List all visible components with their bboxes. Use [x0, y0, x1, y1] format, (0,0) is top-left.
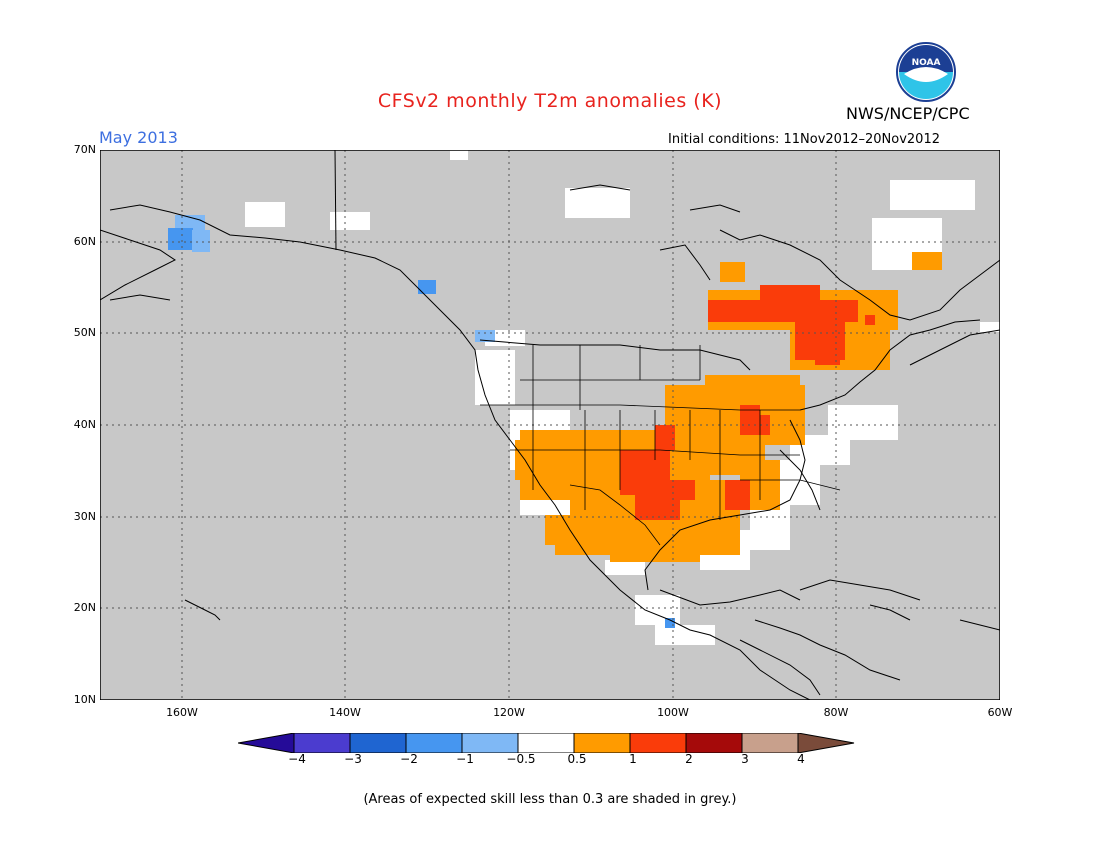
skill-footnote: (Areas of expected skill less than 0.3 a…: [363, 792, 737, 807]
legend-swatch: [797, 733, 855, 753]
state-borders: [480, 345, 841, 546]
initial-conditions: Initial conditions: 11Nov2012–20Nov2012: [668, 132, 940, 147]
lat-label-70n: 70N: [73, 143, 96, 156]
anomaly-map: [100, 150, 1000, 700]
lon-label-140w: 140W: [329, 706, 361, 719]
lat-label-10n: 10N: [73, 693, 96, 706]
legend-swatch: [238, 733, 295, 753]
legend-tick: −2: [400, 752, 418, 766]
graticule: [100, 150, 1000, 700]
lat-label-30n: 30N: [73, 510, 96, 523]
legend-swatch: [349, 733, 407, 753]
lon-label-80w: 80W: [823, 706, 849, 719]
legend-tick: −1: [456, 752, 474, 766]
svg-text:NOAA: NOAA: [912, 58, 941, 68]
noaa-logo: NOAA: [896, 42, 956, 102]
lon-label-160w: 160W: [166, 706, 198, 719]
lat-label-50n: 50N: [73, 326, 96, 339]
legend-tick: −0.5: [506, 752, 536, 766]
strong-warm-anomaly-areas: [620, 285, 875, 520]
lat-label-40n: 40N: [73, 418, 96, 431]
legend-tick: −3: [344, 752, 362, 766]
lat-label-60n: 60N: [73, 235, 96, 248]
lon-label-60w: 60W: [987, 706, 1013, 719]
legend-swatch: [517, 733, 575, 753]
legend-tick: 4: [797, 752, 805, 766]
legend-swatch: [685, 733, 743, 753]
forecast-month: May 2013: [99, 128, 178, 147]
lat-label-20n: 20N: [73, 601, 96, 614]
legend-swatch: [629, 733, 687, 753]
legend-swatch: [405, 733, 463, 753]
legend-swatch: [741, 733, 799, 753]
legend-tick: 0.5: [567, 752, 587, 766]
legend-tick: −4: [288, 752, 306, 766]
legend-tick: 2: [685, 752, 693, 766]
organization-label: NWS/NCEP/CPC: [846, 104, 970, 123]
legend-swatch: [573, 733, 631, 753]
lon-label-100w: 100W: [657, 706, 689, 719]
legend-swatch: [461, 733, 519, 753]
lon-label-120w: 120W: [493, 706, 525, 719]
legend-swatch: [293, 733, 351, 753]
color-legend: [238, 733, 855, 753]
chart-title: CFSv2 monthly T2m anomalies (K): [377, 90, 723, 112]
legend-tick: 1: [629, 752, 637, 766]
coastlines: [100, 150, 1000, 700]
legend-tick: 3: [741, 752, 749, 766]
